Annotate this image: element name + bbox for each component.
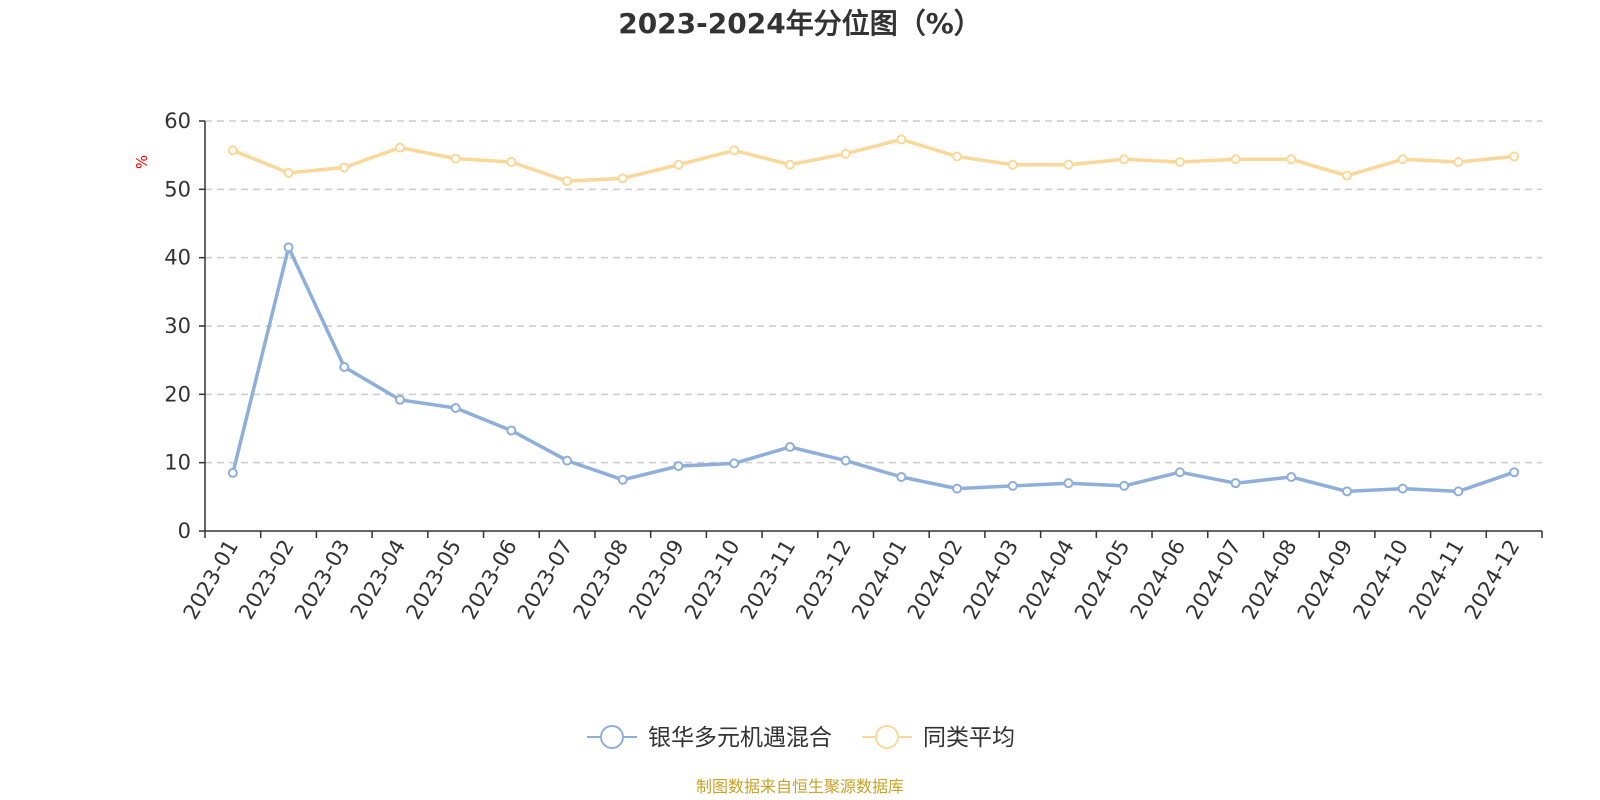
data-point[interactable] bbox=[673, 461, 684, 472]
data-point[interactable] bbox=[562, 455, 573, 466]
data-point[interactable] bbox=[896, 472, 907, 483]
data-point[interactable] bbox=[1453, 157, 1464, 167]
x-tick-label: 2023-05 bbox=[401, 536, 466, 624]
data-point[interactable] bbox=[283, 167, 294, 178]
data-point[interactable] bbox=[1342, 170, 1353, 181]
data-point[interactable] bbox=[283, 242, 294, 253]
data-point[interactable] bbox=[450, 153, 461, 164]
data-point[interactable] bbox=[394, 394, 405, 405]
x-tick-label: 2024-08 bbox=[1237, 536, 1302, 624]
x-tick-label: 2023-12 bbox=[791, 536, 856, 624]
x-tick-label: 2024-07 bbox=[1181, 536, 1246, 624]
x-tick-label: 2024-01 bbox=[847, 536, 912, 624]
data-point[interactable] bbox=[840, 148, 851, 159]
data-point[interactable] bbox=[617, 474, 628, 485]
data-point[interactable] bbox=[1063, 478, 1074, 489]
legend-label: 银华多元机遇混合 bbox=[648, 725, 832, 751]
legend-item-2[interactable]: 同类平均 bbox=[862, 725, 1015, 751]
series-line-2 bbox=[232, 137, 1515, 183]
data-point[interactable] bbox=[1453, 486, 1464, 497]
data-point[interactable] bbox=[729, 458, 740, 469]
data-source-note: 制图数据来自恒生聚源数据库 bbox=[696, 777, 904, 796]
x-tick-label: 2023-03 bbox=[290, 536, 355, 624]
data-point[interactable] bbox=[617, 173, 628, 184]
y-tick-label: 30 bbox=[164, 314, 191, 338]
x-tick-label: 2024-04 bbox=[1014, 536, 1079, 624]
data-point[interactable] bbox=[450, 403, 461, 413]
data-point[interactable] bbox=[227, 467, 238, 478]
legend-marker-icon bbox=[600, 725, 624, 749]
x-tick-label: 2024-05 bbox=[1070, 536, 1135, 624]
x-tick-label: 2024-11 bbox=[1404, 536, 1469, 624]
series-layer bbox=[227, 134, 1520, 497]
data-point[interactable] bbox=[1286, 154, 1297, 165]
data-point[interactable] bbox=[506, 425, 517, 436]
data-point[interactable] bbox=[1119, 480, 1130, 491]
data-point[interactable] bbox=[1119, 154, 1130, 165]
x-tick-label: 2024-09 bbox=[1293, 536, 1358, 624]
data-point[interactable] bbox=[1509, 151, 1520, 162]
grid-lines bbox=[205, 120, 1542, 464]
x-tick-label: 2023-11 bbox=[736, 536, 801, 624]
y-tick-label: 50 bbox=[164, 177, 191, 201]
legend-label: 同类平均 bbox=[923, 725, 1015, 751]
y-tick-label: 0 bbox=[178, 519, 191, 543]
x-tick-label: 2023-08 bbox=[568, 536, 633, 624]
data-point[interactable] bbox=[1397, 483, 1408, 494]
y-tick-label: 20 bbox=[164, 382, 191, 406]
data-point[interactable] bbox=[729, 145, 740, 156]
data-point[interactable] bbox=[1174, 157, 1185, 167]
legend-marker-icon bbox=[875, 725, 899, 749]
data-point[interactable] bbox=[1007, 480, 1018, 491]
data-point[interactable] bbox=[896, 134, 907, 145]
data-point[interactable] bbox=[339, 162, 350, 173]
data-point[interactable] bbox=[506, 157, 517, 167]
data-point[interactable] bbox=[1286, 472, 1297, 483]
x-tick-label: 2024-03 bbox=[958, 535, 1023, 623]
y-axis-ticks: 0 10 20 30 40 50 60 bbox=[164, 109, 205, 543]
x-tick-label: 2023-02 bbox=[234, 536, 299, 624]
x-tick-label: 2023-07 bbox=[513, 536, 578, 624]
legend-item-1[interactable]: 银华多元机遇混合 bbox=[587, 725, 832, 751]
x-tick-label: 2024-06 bbox=[1126, 536, 1191, 624]
legend[interactable]: 银华多元机遇混合 同类平均 bbox=[587, 725, 1015, 751]
x-tick-label: 2023-01 bbox=[179, 536, 244, 624]
x-tick-label: 2023-06 bbox=[457, 536, 522, 624]
data-point[interactable] bbox=[1007, 159, 1018, 170]
data-point[interactable] bbox=[1174, 467, 1185, 478]
data-point[interactable] bbox=[952, 151, 963, 162]
data-point[interactable] bbox=[784, 159, 795, 170]
y-tick-label: 40 bbox=[164, 246, 191, 270]
data-point[interactable] bbox=[1342, 486, 1353, 497]
data-point[interactable] bbox=[394, 142, 405, 153]
y-tick-label: 10 bbox=[164, 451, 191, 475]
data-point[interactable] bbox=[1063, 159, 1074, 170]
x-tick-label: 2024-02 bbox=[903, 536, 968, 624]
data-point[interactable] bbox=[952, 483, 963, 494]
data-point[interactable] bbox=[840, 455, 851, 466]
x-tick-label: 2024-12 bbox=[1460, 536, 1525, 624]
y-tick-label: 60 bbox=[164, 109, 191, 133]
x-tick-label: 2024-10 bbox=[1348, 536, 1413, 624]
chart-title: 2023-2024年分位图（%） bbox=[618, 7, 982, 40]
data-point[interactable] bbox=[562, 176, 573, 187]
x-tick-label: 2023-10 bbox=[680, 536, 745, 624]
y-axis-label: % bbox=[133, 155, 151, 169]
x-tick-label: 2023-04 bbox=[346, 536, 411, 624]
data-point[interactable] bbox=[784, 441, 795, 452]
data-point[interactable] bbox=[339, 362, 350, 372]
data-point[interactable] bbox=[1230, 154, 1241, 165]
data-point[interactable] bbox=[1509, 467, 1520, 478]
data-point[interactable] bbox=[673, 159, 684, 170]
data-point[interactable] bbox=[227, 145, 238, 156]
data-point[interactable] bbox=[1230, 478, 1241, 489]
x-tick-label: 2023-09 bbox=[624, 536, 689, 624]
data-point[interactable] bbox=[1397, 154, 1408, 165]
x-axis-ticks: 2023-012023-022023-032023-042023-052023-… bbox=[179, 531, 1543, 624]
series-line-1 bbox=[231, 245, 1515, 494]
